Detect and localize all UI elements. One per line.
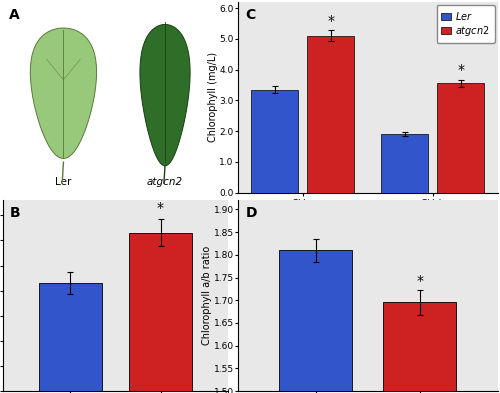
Text: *: * <box>457 63 464 77</box>
Bar <box>438 83 484 193</box>
Bar <box>308 36 354 193</box>
Text: Ler: Ler <box>56 177 72 187</box>
Y-axis label: Chlorophyll a/b ratio: Chlorophyll a/b ratio <box>202 246 212 345</box>
Bar <box>280 250 352 393</box>
Bar <box>129 233 192 393</box>
Text: *: * <box>416 274 423 288</box>
Y-axis label: Chlorophyll (mg/L): Chlorophyll (mg/L) <box>208 52 218 142</box>
Text: atgcn2: atgcn2 <box>147 177 183 187</box>
Bar <box>384 303 456 393</box>
Bar <box>381 134 428 193</box>
Polygon shape <box>30 28 96 158</box>
Polygon shape <box>140 24 190 166</box>
Text: *: * <box>157 201 164 215</box>
Text: B: B <box>10 206 20 220</box>
Bar <box>38 283 102 393</box>
Text: C: C <box>246 8 256 22</box>
Text: A: A <box>10 8 20 22</box>
Text: D: D <box>246 206 257 220</box>
Text: *: * <box>328 14 334 28</box>
Legend: $Ler$, $atgcn2$: $Ler$, $atgcn2$ <box>436 5 494 42</box>
Bar <box>252 90 298 193</box>
